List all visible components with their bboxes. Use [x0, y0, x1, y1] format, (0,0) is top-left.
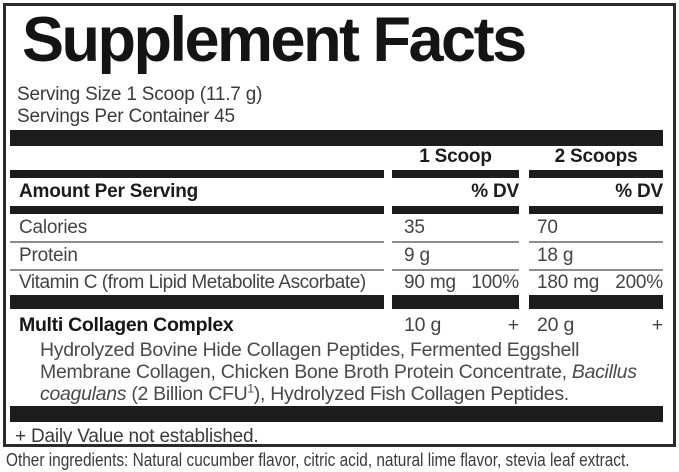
daily-value-footnote: + Daily Value not established.	[15, 426, 259, 447]
divider-segmented-3	[10, 295, 663, 309]
divider-bar-bottom	[10, 406, 663, 422]
table-row-calories: Calories 35 70	[10, 214, 663, 241]
latin-species-name: coagulans	[40, 383, 127, 405]
complex-name: Multi Collagen Complex	[19, 314, 234, 336]
amount-per-serving-label: Amount Per Serving	[19, 181, 199, 202]
complex-description-line1: Hydrolyzed Bovine Hide Collagen Peptides…	[40, 339, 580, 361]
scoop-column-headers: 1 Scoop 2 Scoops	[10, 146, 663, 170]
panel-title: Supplement Facts	[22, 5, 527, 75]
table-row-vitamin-c: Vitamin C (from Lipid Metabolite Ascorba…	[10, 271, 663, 295]
vitc-1scoop-value: 90 mg	[404, 272, 456, 293]
nutrient-name: Protein	[19, 245, 78, 266]
vitc-2scoop-dv: 200%	[615, 272, 663, 293]
other-ingredients: Other ingredients: Natural cucumber flav…	[6, 450, 630, 470]
column-header-1-scoop: 1 Scoop	[419, 146, 492, 167]
calories-1scoop-value: 35	[404, 216, 425, 238]
servings-per-container: Servings Per Container 45	[17, 106, 235, 127]
divider-segmented-2	[10, 206, 663, 214]
nutrient-name: Vitamin C (from Lipid Metabolite Ascorba…	[19, 272, 366, 293]
vitc-2scoop-value: 180 mg	[537, 272, 600, 293]
nutrient-name: Calories	[19, 216, 88, 238]
vitc-1scoop-dv: 100%	[471, 272, 519, 293]
dv-header-col2: % DV	[615, 181, 663, 202]
table-row-multi-collagen-complex: Multi Collagen Complex 10 g + 20 g +	[10, 313, 663, 337]
complex-description-line2: Membrane Collagen, Chicken Bone Broth Pr…	[40, 361, 637, 383]
serving-size: Serving Size 1 Scoop (11.7 g)	[17, 84, 263, 105]
column-header-2-scoops: 2 Scoops	[554, 146, 638, 167]
supplement-facts-panel: Supplement Facts Serving Size 1 Scoop (1…	[3, 3, 676, 447]
protein-1scoop-value: 9 g	[404, 245, 430, 266]
complex-description-line3: coagulans (2 Billion CFU1), Hydrolyzed F…	[40, 381, 569, 406]
protein-2scoop-value: 18 g	[537, 245, 574, 266]
complex-1scoop-value: 10 g	[404, 314, 442, 336]
complex-2scoop-value: 20 g	[537, 314, 575, 336]
divider-segmented-1	[10, 170, 663, 178]
complex-1scoop-dv: +	[507, 314, 519, 336]
amount-per-serving-header-row: Amount Per Serving % DV % DV	[10, 178, 663, 206]
complex-2scoop-dv: +	[651, 314, 663, 336]
calories-2scoop-value: 70	[537, 216, 558, 238]
row-separator-line	[10, 241, 663, 243]
table-row-protein: Protein 9 g 18 g	[10, 243, 663, 269]
footnote-superscript: 1	[247, 381, 254, 396]
divider-bar-top	[10, 130, 663, 146]
dv-header-col1: % DV	[471, 181, 519, 202]
row-separator-line	[10, 269, 663, 271]
latin-species-name: Bacillus	[571, 361, 637, 383]
